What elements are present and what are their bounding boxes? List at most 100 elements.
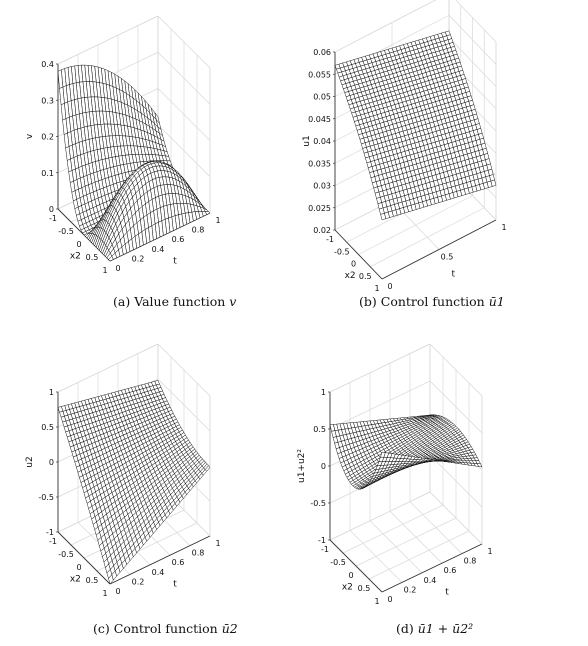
- x-tick-label: -1: [321, 545, 329, 554]
- t-tick-label: 0.6: [444, 566, 457, 575]
- caption-c-prefix: (c): [93, 621, 110, 636]
- z-axis-label: u2: [25, 456, 35, 467]
- z-tick-label: 0: [321, 462, 326, 471]
- z-tick-label: 0.03: [313, 182, 331, 191]
- t-tick-label: 1: [215, 216, 220, 225]
- t-tick-label: 0.4: [424, 576, 437, 585]
- z-tick-label: 0.035: [308, 159, 331, 168]
- z-tick-label: -0.5: [310, 499, 326, 508]
- t-tick-label: 0: [387, 282, 392, 291]
- caption-b-prefix: (b): [359, 294, 377, 309]
- z-tick-label: 0.06: [313, 48, 331, 57]
- x-tick-label: 0: [351, 260, 356, 269]
- z-axis-label: u1: [302, 135, 312, 146]
- z-tick-label: -0.5: [38, 493, 54, 502]
- surface-mesh: [329, 414, 483, 490]
- z-tick-label: 0.04: [313, 137, 331, 146]
- z-tick-label: 0.045: [308, 115, 331, 124]
- t-tick-label: 0.2: [404, 585, 417, 594]
- t-tick-label: 0.6: [172, 558, 185, 567]
- t-tick-label: 0.5: [441, 253, 454, 262]
- z-axis-label: u1+u2²: [297, 449, 307, 483]
- caption-a-symbol: v: [229, 294, 237, 309]
- t-tick-label: 0.8: [464, 557, 477, 566]
- surface-mesh: [57, 380, 211, 585]
- z-tick-label: 0.3: [41, 96, 54, 105]
- caption-a: (a) Value function v: [113, 294, 236, 309]
- x-tick-label: -1: [326, 235, 334, 244]
- surface-mesh: [334, 30, 497, 221]
- x-tick-label: 0.5: [86, 253, 99, 262]
- z-tick-label: 0.5: [313, 425, 326, 434]
- caption-d-prefix: (d): [396, 621, 414, 636]
- x-tick-label: 0: [76, 563, 81, 572]
- t-axis-label: t: [173, 256, 177, 266]
- x-tick-label: -0.5: [334, 247, 350, 256]
- t-tick-label: 0: [115, 264, 120, 273]
- t-tick-label: 0.8: [192, 549, 205, 558]
- z-tick-label: 1: [49, 388, 54, 397]
- t-tick-label: 0.6: [172, 235, 185, 244]
- caption-d-symbol: ū1 + ū2²: [417, 621, 474, 636]
- z-tick-label: 1: [321, 388, 326, 397]
- x-axis-label: x2: [70, 574, 81, 584]
- t-axis-label: t: [445, 587, 449, 597]
- t-tick-label: 1: [487, 547, 492, 556]
- caption-c-text: Control function: [113, 621, 218, 636]
- z-tick-label: 0.025: [308, 204, 331, 213]
- caption-d: (d) ū1 + ū2²: [396, 621, 473, 636]
- t-axis-label: t: [452, 269, 456, 279]
- t-tick-label: 1: [501, 223, 506, 232]
- z-tick-label: 0.1: [41, 169, 54, 178]
- x-tick-label: 0.5: [359, 272, 372, 281]
- x-tick-label: 0: [76, 240, 81, 249]
- caption-b: (b) Control function ū1: [359, 294, 505, 309]
- caption-a-text: Value function: [134, 294, 226, 309]
- surface-mesh: [57, 64, 211, 262]
- z-tick-label: 0.2: [41, 133, 54, 142]
- z-tick-label: 0.02: [313, 226, 331, 235]
- x-tick-label: -0.5: [330, 558, 346, 567]
- t-tick-label: 0.4: [152, 568, 165, 577]
- caption-c: (c) Control function ū2: [93, 621, 238, 636]
- z-tick-label: 0.05: [313, 93, 331, 102]
- surface-plot-a: 00.10.20.30.4-1-0.500.51 00.20.40.60.81vx…: [25, 15, 221, 275]
- x-axis-label: x2: [70, 251, 81, 261]
- z-axis-label: v: [25, 133, 35, 139]
- z-tick-label: 0.4: [41, 60, 54, 69]
- z-tick-label: -1: [46, 528, 54, 537]
- z-tick-label: -1: [318, 536, 326, 545]
- x-tick-label: 1: [102, 266, 107, 275]
- surface-plot-c: -1-0.500.51-1-0.500.51 00.20.40.60.81u2x2…: [25, 343, 221, 598]
- x-tick-label: 0.5: [358, 584, 371, 593]
- t-tick-label: 0: [387, 595, 392, 604]
- x-tick-label: 1: [374, 597, 379, 606]
- t-tick-label: 0.8: [192, 226, 205, 235]
- x-tick-label: -0.5: [58, 550, 74, 559]
- t-tick-label: 0.2: [132, 577, 145, 586]
- surface-plot-b: 0.02 0.025 0.03 0.035 0.04 0.045 0.05 0.055 0.06…: [302, 0, 507, 293]
- x-tick-label: -0.5: [58, 227, 74, 236]
- x-tick-label: 1: [102, 589, 107, 598]
- x-tick-label: 0.5: [86, 576, 99, 585]
- z-tick-label: 0: [49, 205, 54, 214]
- mesh-cell: [108, 255, 114, 262]
- surface-plot-d: -1-0.500.51-1-0.500.51 00.20.40.60.81u1+u…: [297, 343, 493, 606]
- x-tick-label: 0: [348, 571, 353, 580]
- mesh-cell: [380, 451, 386, 458]
- caption-b-text: Control function: [380, 294, 485, 309]
- caption-c-symbol: ū2: [221, 621, 238, 636]
- mesh-cell: [108, 574, 114, 585]
- t-tick-label: 0.2: [132, 254, 145, 263]
- z-tick-label: 0: [49, 458, 54, 467]
- z-tick-label: 0.5: [41, 423, 54, 432]
- t-tick-label: 0: [115, 587, 120, 596]
- x-axis-label: x2: [342, 582, 353, 592]
- t-tick-label: 1: [215, 539, 220, 548]
- z-tick-label: 0.055: [308, 70, 331, 79]
- t-tick-label: 0.4: [152, 245, 165, 254]
- t-axis-label: t: [173, 579, 177, 589]
- x-axis-label: x2: [345, 271, 356, 281]
- caption-b-symbol: ū1: [488, 294, 505, 309]
